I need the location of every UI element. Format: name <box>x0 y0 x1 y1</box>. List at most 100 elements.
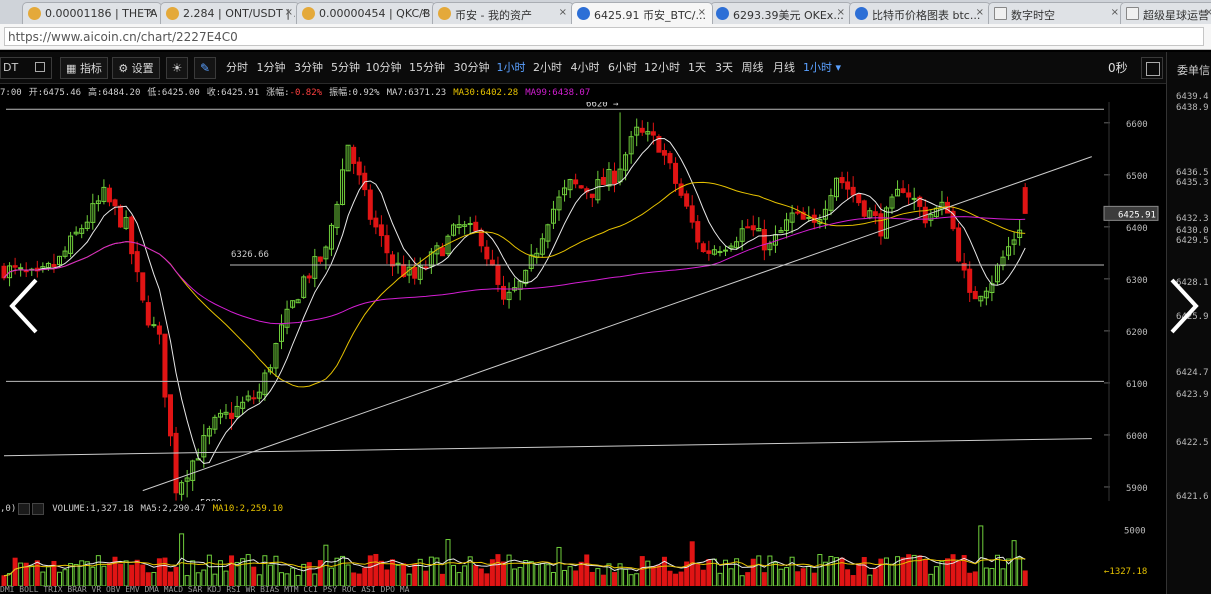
volume-bar <box>168 571 173 586</box>
document-icon <box>994 7 1007 20</box>
timeframe-tab[interactable]: 1分钟 <box>256 61 286 74</box>
y-tick-label: 6300 <box>1126 276 1148 286</box>
volume-close-icon[interactable] <box>32 502 45 515</box>
candle-body <box>467 223 473 226</box>
candle-body <box>284 308 290 328</box>
volume-bar <box>1000 568 1006 586</box>
volume-bar <box>290 567 296 586</box>
close-tab-icon[interactable]: × <box>558 7 567 18</box>
close-tab-icon[interactable]: × <box>975 7 984 18</box>
volume-bar <box>761 572 767 586</box>
browser-tab[interactable]: 0.00001186 | THETA/...× <box>22 2 162 24</box>
volume-bar <box>650 566 656 586</box>
timeframe-tab[interactable]: 5分钟 <box>331 61 360 74</box>
volume-bar <box>739 575 745 586</box>
timeframe-tab[interactable]: 12小时 <box>644 61 680 74</box>
browser-tab[interactable]: 2.284 | ONT/USDT | ... × <box>160 2 300 24</box>
low-annotation: ← 5880 <box>189 498 222 501</box>
candle-body <box>212 416 218 430</box>
url-input[interactable] <box>4 27 1204 46</box>
browser-tab[interactable]: 币安 - 我的资产 × <box>432 2 574 24</box>
timeframe-tab[interactable]: 3天 <box>715 61 733 74</box>
close-tab-icon[interactable]: × <box>420 7 429 18</box>
theme-toggle-button[interactable]: ☀ <box>166 57 188 79</box>
volume-bar <box>129 564 135 586</box>
timeframe-tab[interactable]: 10分钟 <box>365 61 402 74</box>
volume-bar <box>545 564 551 586</box>
volume-chart[interactable]: 5000 ←1327.18 <box>0 518 1166 586</box>
browser-tab[interactable]: 超级星球运营× <box>1120 2 1211 24</box>
candle-body <box>423 266 429 269</box>
volume-bar <box>922 559 928 586</box>
close-tab-icon[interactable]: × <box>1110 7 1119 18</box>
timeframe-tab[interactable]: 1小时 <box>496 61 526 74</box>
timeframe-tab[interactable]: 6小时 <box>608 61 637 74</box>
volume-bar <box>406 573 412 586</box>
timeframe-dropdown[interactable]: 1小时 ▾ <box>801 57 843 79</box>
candle-countdown: 0秒 <box>1108 61 1128 75</box>
candle-body <box>351 146 357 164</box>
candle-body <box>878 213 884 237</box>
browser-tab[interactable]: 0.00000454 | QKC/B... × <box>296 2 436 24</box>
symbol-selector[interactable]: DT <box>0 57 52 79</box>
candle-body <box>129 216 135 255</box>
browser-tab[interactable]: 6425.91 币安_BTC/... × <box>571 2 713 24</box>
candle-body <box>412 266 418 279</box>
close-tab-icon[interactable]: × <box>697 7 706 18</box>
trendline[interactable] <box>142 156 1092 492</box>
timeframe-tab[interactable]: 3分钟 <box>294 61 323 74</box>
candle-body <box>822 208 828 220</box>
timeframe-tab[interactable]: 2小时 <box>533 61 562 74</box>
volume-bar <box>506 554 512 586</box>
volume-bar <box>306 562 312 586</box>
candle-body <box>279 324 284 342</box>
close-tab-icon[interactable]: × <box>284 7 293 18</box>
close-tab-icon[interactable]: × <box>836 7 845 18</box>
candle-body <box>179 482 185 495</box>
panel-toggle-button[interactable] <box>1141 57 1163 79</box>
browser-tab[interactable]: 比特币价格图表 btc... × <box>849 2 991 24</box>
draw-tool-button[interactable]: ✎ <box>194 57 216 79</box>
volume-settings-icon[interactable] <box>18 502 31 515</box>
indicator-tab-strip[interactable]: DMI BOLL TRIX BRAR VR OBV EMV DMA MACD S… <box>0 586 410 594</box>
volume-bar <box>267 564 273 586</box>
timeframe-tab[interactable]: 月线 <box>773 61 795 74</box>
timeframe-tab[interactable]: 30分钟 <box>453 61 490 74</box>
candlestick-chart[interactable]: 5900 6000 6100 6200 6300 6400 6500 6600 6326.66 6… <box>0 102 1166 501</box>
candle-body <box>18 267 24 270</box>
volume-bar <box>834 557 839 586</box>
candle-body <box>428 251 434 267</box>
timeframe-tab[interactable]: 1天 <box>688 61 706 74</box>
timeframe-tab[interactable]: 周线 <box>741 61 764 74</box>
volume-bar <box>12 557 18 586</box>
browser-tab[interactable]: 6293.39美元 OKEx... × <box>710 2 852 24</box>
volume-bar <box>634 573 640 586</box>
ma30-value: MA30:6402.28 <box>453 88 519 98</box>
order-book-price: 6439.4 <box>1176 92 1209 102</box>
close-tab-icon[interactable]: × <box>146 7 155 18</box>
timeframe-tab[interactable]: 分时 <box>226 61 248 74</box>
candle-body <box>900 188 906 193</box>
close-tab-icon[interactable]: × <box>1205 7 1211 18</box>
next-arrow-icon[interactable] <box>1166 276 1202 336</box>
timeframe-tab[interactable]: 15分钟 <box>409 61 445 74</box>
volume-bar <box>883 557 889 586</box>
settings-button[interactable]: ⚙ 设置 <box>112 57 160 79</box>
candle-body <box>956 227 962 262</box>
candle-body <box>12 265 18 268</box>
previous-arrow-icon[interactable] <box>6 276 42 336</box>
ma99-value: MA99:6438.07 <box>525 88 591 98</box>
low-value: 低:6425.00 <box>147 88 200 98</box>
indicator-button[interactable]: ▦ 指标 <box>60 57 108 79</box>
volume-bar <box>206 554 212 586</box>
volume-bar <box>112 556 118 586</box>
trendline[interactable] <box>3 438 1092 457</box>
candle-body <box>184 477 190 482</box>
candle-body <box>57 255 62 266</box>
timeframe-tab[interactable]: 4小时 <box>570 61 600 74</box>
arrow-left-icon: ← <box>189 498 200 501</box>
volume-bar <box>828 555 834 586</box>
browser-tab[interactable]: 数字时空 × <box>988 2 1126 24</box>
volume-bar <box>678 571 684 586</box>
volume-bar <box>856 563 862 586</box>
